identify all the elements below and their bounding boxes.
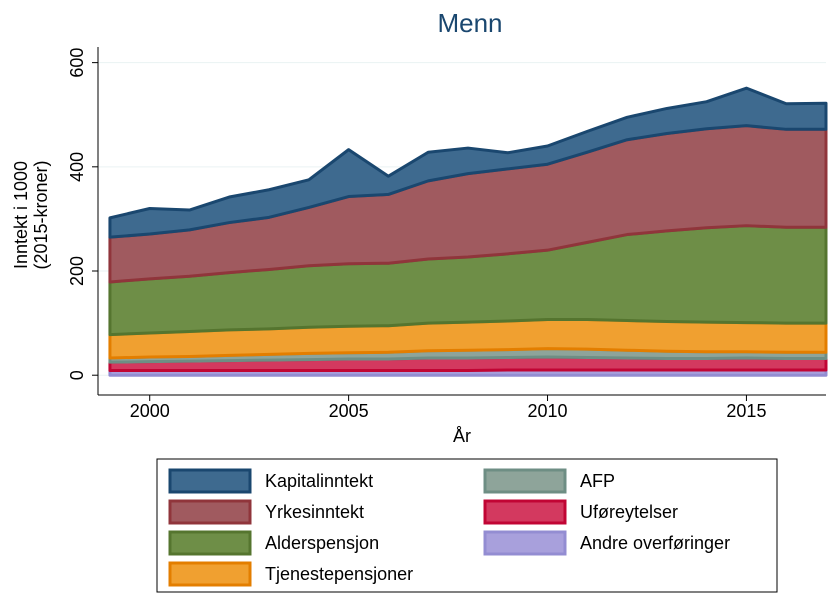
legend-label: Andre overføringer xyxy=(580,533,730,553)
legend-label: Uføreytelser xyxy=(580,502,678,522)
x-tick-label: 2010 xyxy=(528,401,568,421)
y-label-line: Inntekt i 1000 xyxy=(11,161,31,269)
legend-label: Kapitalinntekt xyxy=(265,471,373,491)
legend-swatch xyxy=(483,499,567,525)
x-tick-label: 2015 xyxy=(726,401,766,421)
legend-box xyxy=(156,458,778,593)
x-tick-label: 2005 xyxy=(329,401,369,421)
y-tick-label: 200 xyxy=(67,256,87,286)
legend-swatch xyxy=(168,530,252,556)
legend-swatch xyxy=(168,468,252,494)
legend-label: Tjenestepensjoner xyxy=(265,564,413,584)
legend-swatch xyxy=(168,561,252,587)
legend-label: Alderspensjon xyxy=(265,533,379,553)
area xyxy=(108,86,828,239)
chart-title: Menn xyxy=(437,8,502,38)
x-axis-label: År xyxy=(453,426,471,446)
y-tick-label: 400 xyxy=(67,152,87,182)
y-tick-label: 0 xyxy=(67,370,87,380)
legend-label: AFP xyxy=(580,471,615,491)
y-tick-label: 600 xyxy=(67,48,87,78)
x-tick-label: 2000 xyxy=(130,401,170,421)
legend-swatch xyxy=(168,499,252,525)
legend-label: Yrkesinntekt xyxy=(265,502,364,522)
y-label-line: (2015-kroner) xyxy=(31,160,51,269)
legend-swatch xyxy=(483,468,567,494)
y-axis-label: Inntekt i 1000 (2015-kroner) xyxy=(11,160,51,269)
legend-swatch xyxy=(483,530,567,556)
